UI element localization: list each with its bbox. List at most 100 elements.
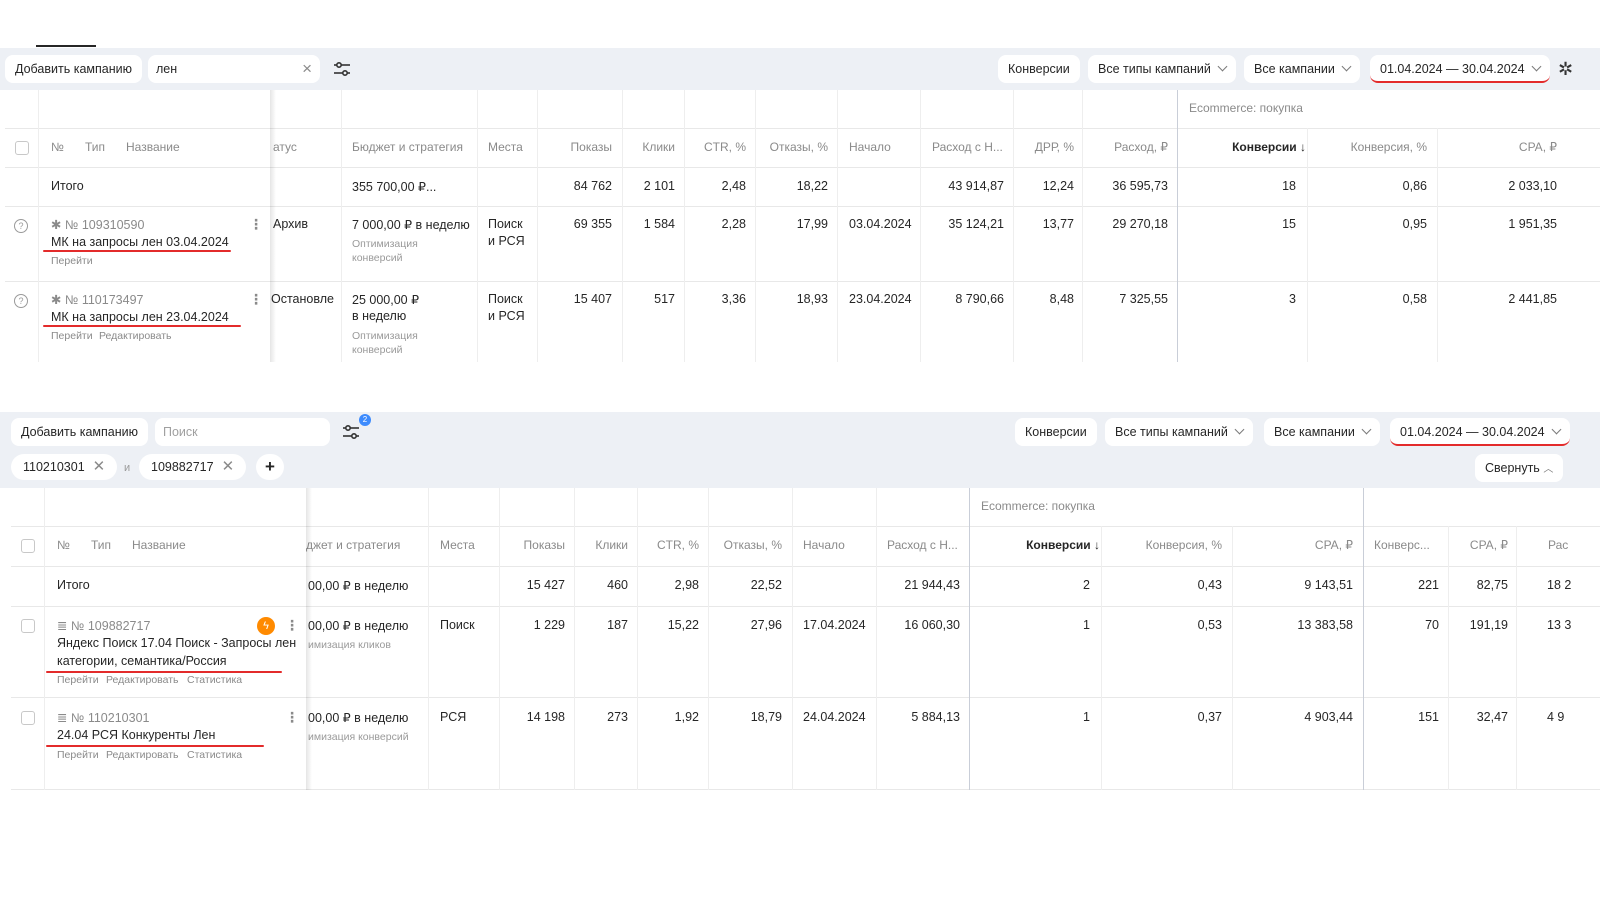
header-spend-vat[interactable]: Расход с Н... [887,538,958,552]
row-menu-kebab[interactable]: ⋮ [249,291,263,307]
search-input[interactable]: лен × [148,55,320,83]
bottom-campaigns-table: Ecommerce: покупка № Тип Название джет и… [11,488,1600,790]
header-conv-rate[interactable]: Конверсия, % [1350,140,1427,154]
filter-settings-icon[interactable] [338,419,364,445]
gear-icon[interactable]: ✲ [1558,59,1574,79]
header-name[interactable]: Название [126,140,180,154]
filter-chip[interactable]: 109882717 ✕ [139,454,247,480]
header-places[interactable]: Места [488,140,523,154]
lightning-icon[interactable]: ϟ [257,617,275,635]
campaign-name-line[interactable]: Яндекс Поиск 17.04 Поиск - Запросы лен [57,636,297,650]
header-cpa[interactable]: CPA, ₽ [1314,538,1353,552]
header-spend-2[interactable]: Рас [1548,538,1569,552]
select-all-checkbox[interactable] [21,539,35,553]
campaign-places: Поиск [488,292,523,306]
date-range-dropdown[interactable]: 01.04.2024 — 30.04.2024 [1370,55,1550,83]
header-conv-rate[interactable]: Конверсия, % [1145,538,1222,552]
open-campaign-link[interactable]: Перейти [51,255,93,267]
row-menu-kebab[interactable]: ⋮ [285,617,299,633]
edit-campaign-link[interactable]: Редактировать [99,330,172,342]
header-conversions[interactable]: Конверсии ↓ [1026,538,1100,552]
col-divider [637,488,638,790]
row-menu-kebab[interactable]: ⋮ [249,216,263,232]
row-checkbox[interactable] [21,619,35,633]
row-checkbox[interactable] [21,711,35,725]
edit-campaign-link[interactable]: Редактировать [106,674,179,686]
open-campaign-link[interactable]: Перейти [51,330,93,342]
search-input[interactable]: Поиск [155,418,330,446]
filter-settings-icon[interactable] [329,56,355,82]
header-conversions[interactable]: Конверсии ↓ [1232,140,1306,154]
row-menu-kebab[interactable]: ⋮ [285,709,299,725]
header-budget[interactable]: джет и стратегия [306,538,401,552]
header-ctr[interactable]: CTR, % [657,538,699,552]
col-divider [684,90,685,362]
header-impressions[interactable]: Показы [570,140,612,154]
total-ctr: 2,48 [721,179,746,193]
campaign-budget: в неделю [352,309,407,323]
help-icon[interactable]: ? [14,219,28,233]
header-name[interactable]: Название [132,538,186,552]
add-filter-button[interactable]: + [256,454,284,480]
total-spend-vat: 43 914,87 [948,179,1004,193]
header-clicks[interactable]: Клики [642,140,675,154]
header-bounces[interactable]: Отказы, % [723,538,782,552]
remove-chip-icon[interactable]: ✕ [92,458,106,475]
row-cpa-2: 191,19 [1469,618,1508,632]
conversions-filter-button[interactable]: Конверсии [998,55,1080,83]
campaign-name[interactable]: МК на запросы лен 03.04.2024 [51,235,229,249]
campaign-types-dropdown[interactable]: Все типы кампаний [1105,418,1253,446]
ecommerce-group-header: Ecommerce: покупка [1189,101,1303,115]
edit-campaign-link[interactable]: Редактировать [106,749,179,761]
campaigns-dropdown[interactable]: Все кампании [1264,418,1380,446]
row-ctr: 3,36 [721,292,746,306]
header-bounces[interactable]: Отказы, % [769,140,828,154]
remove-chip-icon[interactable]: ✕ [221,458,235,475]
campaign-name-line[interactable]: 24.04 РСЯ Конкуренты Лен [57,728,216,742]
header-spend[interactable]: Расход, ₽ [1114,140,1168,154]
row-spend: 29 270,18 [1112,217,1168,231]
header-impressions[interactable]: Показы [523,538,565,552]
header-ctr[interactable]: CTR, % [704,140,746,154]
add-campaign-button[interactable]: Добавить кампанию [5,55,142,83]
header-drr[interactable]: ДРР, % [1034,140,1074,154]
add-campaign-button[interactable]: Добавить кампанию [11,418,148,446]
campaign-places: и РСЯ [488,234,525,248]
campaign-name[interactable]: МК на запросы лен 23.04.2024 [51,310,229,324]
header-type: Тип [85,140,106,154]
filter-chip-label: 109882717 [151,460,214,474]
clear-search-icon[interactable]: × [302,59,312,78]
row-drr: 8,48 [1049,292,1074,306]
campaign-name-line[interactable]: категории, семантика/Россия [57,654,227,668]
conversions-filter-button[interactable]: Конверсии [1015,418,1097,446]
header-cpa-2[interactable]: CPA, ₽ [1469,538,1508,552]
campaign-types-dropdown[interactable]: Все типы кампаний [1088,55,1236,83]
header-budget[interactable]: Бюджет и стратегия [352,140,463,154]
header-spend-vat[interactable]: Расход с Н... [932,140,1003,154]
row-conversions-2: 151 [1418,710,1439,724]
top-panel: Добавить кампанию лен × Конверсии Все ти… [0,0,1600,362]
statistics-link[interactable]: Статистика [187,749,243,761]
total-spend: 36 595,73 [1112,179,1168,193]
header-conversions-2[interactable]: Конверс... [1374,538,1430,552]
campaigns-dropdown[interactable]: Все кампании [1244,55,1360,83]
col-divider [1101,526,1102,790]
header-clicks[interactable]: Клики [595,538,628,552]
header-start[interactable]: Начало [849,140,891,154]
col-divider [1437,128,1438,362]
header-cpa[interactable]: CPA, ₽ [1518,140,1557,154]
collapse-button[interactable]: Свернуть ︿ [1475,454,1564,482]
header-start[interactable]: Начало [803,538,845,552]
date-range-dropdown[interactable]: 01.04.2024 — 30.04.2024 [1390,418,1570,446]
row-divider [11,526,1600,527]
campaign-places: РСЯ [440,710,467,724]
open-campaign-link[interactable]: Перейти [57,749,99,761]
statistics-link[interactable]: Статистика [187,674,243,686]
filter-chip[interactable]: 110210301 ✕ [11,454,118,480]
select-all-checkbox[interactable] [15,141,29,155]
open-campaign-link[interactable]: Перейти [57,674,99,686]
header-status[interactable]: атус [273,140,297,154]
header-places[interactable]: Места [440,538,475,552]
row-start: 17.04.2024 [803,618,866,632]
help-icon[interactable]: ? [14,294,28,308]
